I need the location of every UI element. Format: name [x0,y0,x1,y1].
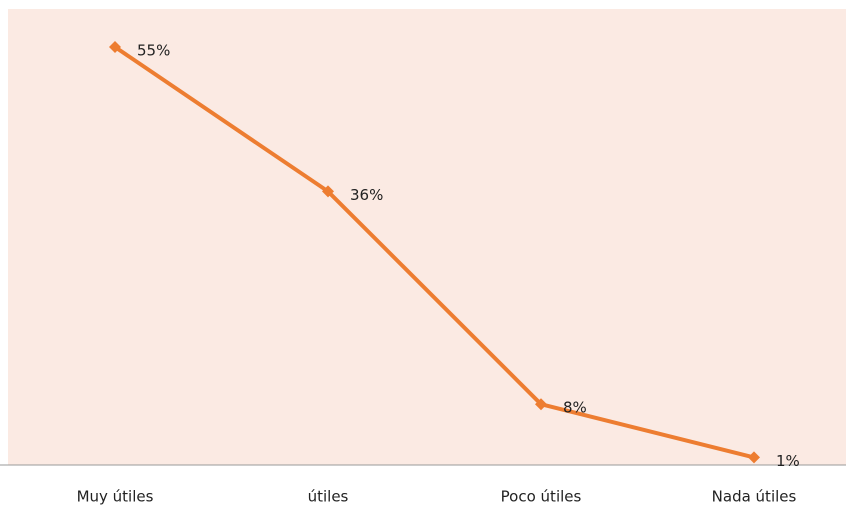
x-tick-label: Nada útiles [712,488,797,506]
data-label: 55% [137,42,170,60]
plot-area [8,9,846,465]
data-label: 36% [350,186,383,204]
data-label: 8% [563,399,587,417]
x-tick-label: Muy útiles [77,488,154,506]
marker [748,451,760,464]
line [113,45,755,460]
marker [322,185,334,198]
marker [535,398,547,411]
data-label: 1% [776,452,800,470]
x-tick-label: útiles [308,488,349,506]
marker [109,41,121,53]
x-tick-label: Poco útiles [501,488,582,506]
